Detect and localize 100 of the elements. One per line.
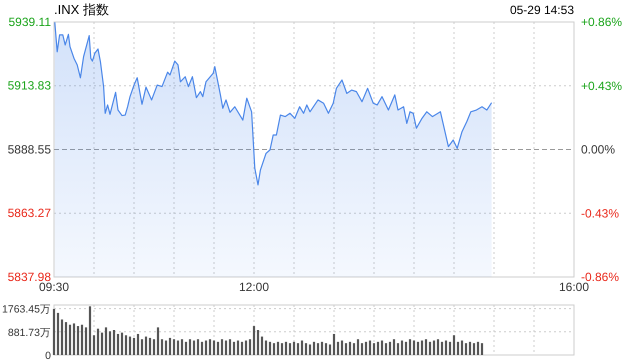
- bar: [400, 340, 404, 355]
- bar: [456, 342, 460, 355]
- bar: [448, 342, 452, 355]
- y-tick-label: 1763.45万: [2, 304, 51, 316]
- bar: [280, 343, 284, 355]
- bar: [312, 342, 316, 355]
- bar: [316, 343, 320, 355]
- bar: [348, 342, 352, 355]
- bar: [372, 343, 376, 355]
- bar: [388, 342, 392, 355]
- bar: [108, 331, 112, 355]
- y2-tick-label: +0.86%: [581, 15, 622, 29]
- bar: [76, 326, 80, 355]
- bar: [216, 342, 220, 355]
- bar: [304, 343, 308, 355]
- bar: [152, 339, 156, 355]
- bar: [340, 340, 344, 355]
- y-tick-label: 0: [45, 350, 52, 360]
- bar: [92, 335, 96, 355]
- bar: [52, 308, 56, 355]
- bar: [444, 340, 448, 355]
- bar: [300, 340, 304, 355]
- bar: [72, 323, 76, 355]
- bar: [288, 343, 292, 355]
- bar: [308, 344, 312, 355]
- bar: [428, 342, 432, 355]
- bar: [156, 327, 160, 355]
- bar: [120, 332, 124, 355]
- bar: [236, 340, 240, 355]
- bar: [384, 343, 388, 355]
- bar: [116, 334, 120, 355]
- y-tick-label: 881.73万: [8, 326, 51, 339]
- bar: [452, 335, 456, 355]
- bar: [124, 335, 128, 355]
- bar: [416, 342, 420, 355]
- bar: [248, 339, 252, 355]
- bar: [324, 343, 328, 355]
- bar: [364, 342, 368, 355]
- bar: [396, 343, 400, 355]
- bar: [460, 340, 464, 355]
- bar: [356, 339, 360, 355]
- bar: [144, 336, 148, 355]
- bar: [412, 340, 416, 355]
- y2-tick-label: +0.43%: [581, 78, 622, 93]
- bar: [168, 338, 172, 355]
- bar: [336, 342, 340, 355]
- bar: [224, 340, 228, 355]
- bar: [112, 330, 116, 355]
- bar: [188, 339, 192, 355]
- bar: [468, 342, 472, 355]
- bar: [296, 343, 300, 355]
- text: 05-29 14:53: [510, 3, 574, 17]
- bar: [276, 342, 280, 355]
- bar: [148, 338, 152, 355]
- bar: [136, 334, 140, 355]
- bar: [64, 322, 68, 355]
- chart-title: .INX 指数: [54, 2, 109, 17]
- bar: [204, 340, 208, 355]
- bar: [328, 344, 332, 355]
- bar: [368, 340, 372, 355]
- bar: [164, 340, 168, 355]
- bar: [380, 340, 384, 355]
- bar: [172, 339, 176, 355]
- bar: [480, 343, 484, 355]
- y2-tick-label: 0.00%: [581, 142, 616, 156]
- bar: [212, 340, 216, 355]
- bar: [256, 330, 260, 355]
- bar: [132, 338, 136, 355]
- bar: [140, 339, 144, 355]
- bar: [100, 332, 104, 355]
- y-tick-label: 5863.27: [8, 206, 52, 220]
- bar: [268, 342, 272, 355]
- bar: [260, 336, 264, 355]
- bar: [244, 340, 248, 355]
- bar: [60, 319, 64, 355]
- bar: [220, 339, 224, 355]
- bar: [232, 342, 236, 355]
- bar: [128, 336, 132, 355]
- bar: [440, 342, 444, 355]
- bar: [160, 339, 164, 355]
- bar: [284, 342, 288, 355]
- bar: [352, 343, 356, 355]
- y-tick-label: 5913.83: [8, 78, 52, 93]
- bar: [332, 334, 336, 355]
- bar: [424, 339, 428, 355]
- bar: [272, 343, 276, 355]
- y2-tick-label: -0.43%: [581, 206, 620, 220]
- bar: [208, 339, 212, 355]
- bar: [176, 340, 180, 355]
- bar: [180, 339, 184, 355]
- bar: [376, 342, 380, 355]
- bar: [476, 342, 480, 355]
- y-tick-label: 5939.11: [8, 15, 52, 29]
- bar: [228, 339, 232, 355]
- bar: [252, 326, 256, 355]
- bar: [84, 327, 88, 355]
- bar: [184, 342, 188, 355]
- bar: [96, 328, 100, 355]
- bar: [404, 342, 408, 355]
- bar: [320, 342, 324, 355]
